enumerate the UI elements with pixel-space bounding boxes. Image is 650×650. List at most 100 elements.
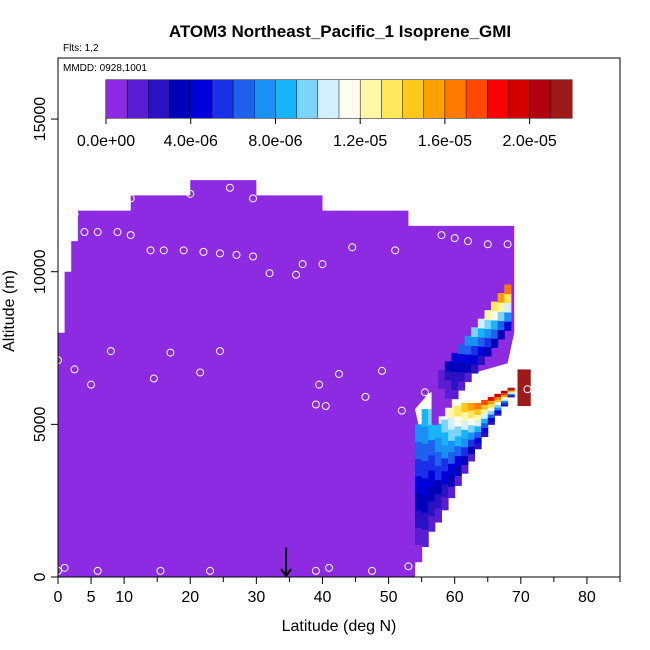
plume-cell	[454, 455, 462, 467]
plume-cell	[448, 463, 456, 476]
sample-point	[463, 237, 472, 246]
plume-cell	[487, 403, 495, 408]
x-axis-label: Latitude (deg N)	[282, 618, 397, 635]
plume-cell	[507, 395, 515, 398]
plume-cell	[451, 389, 459, 400]
colorbar-segment	[487, 80, 509, 118]
plume-cell	[431, 396, 439, 407]
plume-cell	[458, 381, 466, 391]
plume-cell	[487, 414, 495, 418]
colorbar-tick-label: 1.2e-05	[333, 133, 387, 150]
plume-cell	[451, 362, 459, 372]
plume-cell	[484, 346, 492, 357]
sample-point	[166, 348, 175, 357]
plume-cell	[415, 475, 423, 494]
colorbar-segment	[466, 80, 488, 118]
plume-cell	[467, 446, 476, 455]
sample-point	[265, 269, 274, 278]
plume-cell	[474, 425, 482, 433]
plume-cell	[428, 485, 436, 502]
x-tick-label: 30	[247, 589, 265, 606]
plume-cell	[467, 431, 476, 440]
sample-point	[368, 566, 377, 575]
plume-cell	[494, 396, 502, 400]
sample-point	[397, 406, 406, 415]
plume-cell	[487, 420, 495, 425]
plume-cell	[500, 398, 509, 401]
plume-cell	[500, 400, 509, 403]
x-axis: 0 5 10 20 30 40 50 60 70 80	[54, 577, 621, 606]
sample-point	[199, 247, 208, 256]
colorbar-segment	[444, 80, 467, 118]
plume-cell	[481, 409, 489, 415]
plume-cell	[428, 454, 436, 471]
plume-cell	[487, 396, 495, 401]
sample-point	[249, 252, 258, 261]
plume-cell	[451, 371, 459, 381]
plume-cell	[448, 428, 456, 441]
y-tick-label: 5000	[32, 406, 49, 442]
plume-cell	[431, 378, 439, 389]
plume-cell	[438, 397, 446, 408]
chart-title: ATOM3 Northeast_Pacific_1 Isoprene_GMI	[169, 22, 511, 41]
colorbar-segment	[339, 80, 361, 118]
plume-cell	[491, 310, 499, 321]
plume-cell	[415, 510, 423, 528]
plume-cell	[428, 424, 436, 441]
plume-cell	[441, 496, 449, 511]
sample-point	[348, 243, 357, 252]
plume-cell	[467, 417, 476, 426]
plume-cell	[467, 439, 476, 447]
plume-cell	[484, 310, 492, 320]
plume-cell	[444, 370, 452, 381]
sample-point	[126, 231, 135, 240]
colorbar-segment	[254, 80, 276, 118]
colorbar-segment	[423, 80, 446, 118]
sample-point	[149, 374, 158, 383]
plume-cell	[481, 427, 489, 433]
plume-cell	[431, 406, 439, 416]
plume-cell	[484, 319, 492, 329]
colorbar-segment	[508, 80, 530, 118]
plume-cell	[467, 424, 476, 433]
sample-point	[215, 347, 224, 356]
sample-point	[450, 234, 459, 243]
plume-cell	[438, 370, 446, 380]
sample-point	[70, 209, 79, 218]
sample-point	[404, 562, 413, 571]
plume-cell	[491, 319, 499, 330]
plume-cell	[415, 544, 423, 563]
plume-cell	[477, 355, 485, 366]
sample-point	[311, 566, 320, 575]
plume-cell	[421, 460, 429, 479]
background-field	[58, 180, 515, 577]
plume-cell	[441, 470, 449, 485]
plume-cell	[467, 410, 476, 418]
colorbar-tick-label: 2.0e-05	[503, 133, 557, 150]
plume-cell	[471, 363, 479, 374]
sample-point	[391, 246, 400, 255]
y-axis-label: Altitude (m)	[1, 270, 18, 352]
plume-cell	[461, 438, 469, 448]
sample-point	[292, 270, 301, 279]
plume-cell	[434, 423, 442, 438]
sample-point	[106, 347, 115, 356]
sample-point	[146, 246, 155, 255]
plume-cell	[491, 301, 499, 312]
plume-cell	[494, 404, 502, 408]
plume-cell	[504, 284, 512, 295]
colorbar-segment	[148, 80, 170, 118]
plume-cell	[467, 453, 476, 462]
colorbar-segment	[550, 80, 573, 118]
sample-point	[80, 228, 89, 237]
plume-cell	[500, 392, 509, 396]
plume-cell	[421, 512, 429, 530]
plume-cell	[458, 344, 466, 355]
sample-point	[186, 189, 195, 198]
plume-cell	[415, 441, 423, 460]
plume-cell	[477, 346, 485, 356]
plume-cell	[487, 410, 495, 415]
plume-cell	[477, 318, 485, 329]
plume-cell	[444, 398, 452, 408]
